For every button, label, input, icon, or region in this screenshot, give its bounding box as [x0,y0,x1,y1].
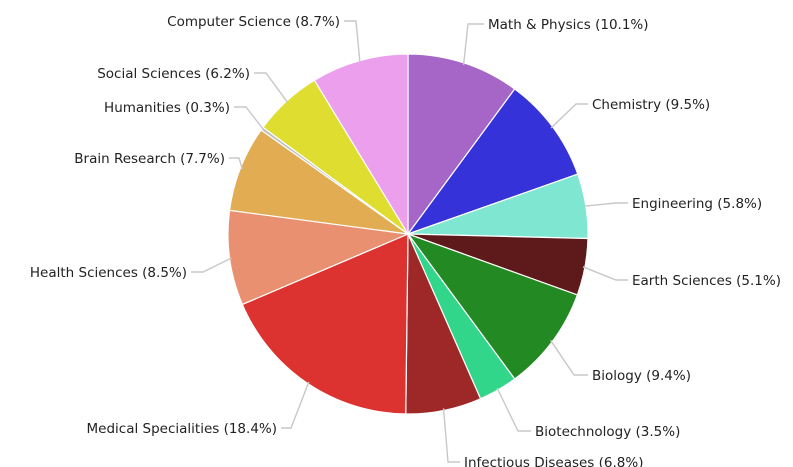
leader-brain-research [229,157,243,170]
label-brain-research: Brain Research (7.7%) [74,151,225,167]
leader-engineering [583,202,628,207]
leader-earth-sciences [582,266,628,281]
label-medical-specialities: Medical Specialities (18.4%) [87,421,278,437]
label-health-sciences: Health Sciences (8.5%) [30,265,187,281]
leader-infectious-diseases [442,408,460,463]
pie-slices [227,53,589,415]
label-math-and-physics: Math & Physics (10.1%) [488,17,649,33]
label-infectious-diseases: Infectious Diseases (6.8%) [464,455,643,467]
label-chemistry: Chemistry (9.5%) [592,97,710,113]
slice-labels: Math & Physics (10.1%) Chemistry (9.5%) En… [30,14,781,467]
leader-biology [550,340,588,376]
leader-lines [191,20,628,463]
label-humanities: Humanities (0.3%) [104,100,230,116]
leader-medical-specialities [281,381,310,429]
leader-biotechnology [496,387,531,432]
label-biotechnology: Biotechnology (3.5%) [535,424,680,440]
label-earth-sciences: Earth Sciences (5.1%) [632,273,781,289]
leader-math-and-physics [462,23,484,65]
leader-social-sciences [254,72,289,104]
label-social-sciences: Social Sciences (6.2%) [97,66,250,82]
label-computer-science: Computer Science (8.7%) [167,14,340,30]
leader-computer-science [344,20,361,63]
leader-chemistry [550,103,588,129]
label-biology: Biology (9.4%) [592,368,691,384]
label-engineering: Engineering (5.8%) [632,196,762,212]
leader-humanities [234,106,265,131]
leader-health-sciences [191,257,232,273]
